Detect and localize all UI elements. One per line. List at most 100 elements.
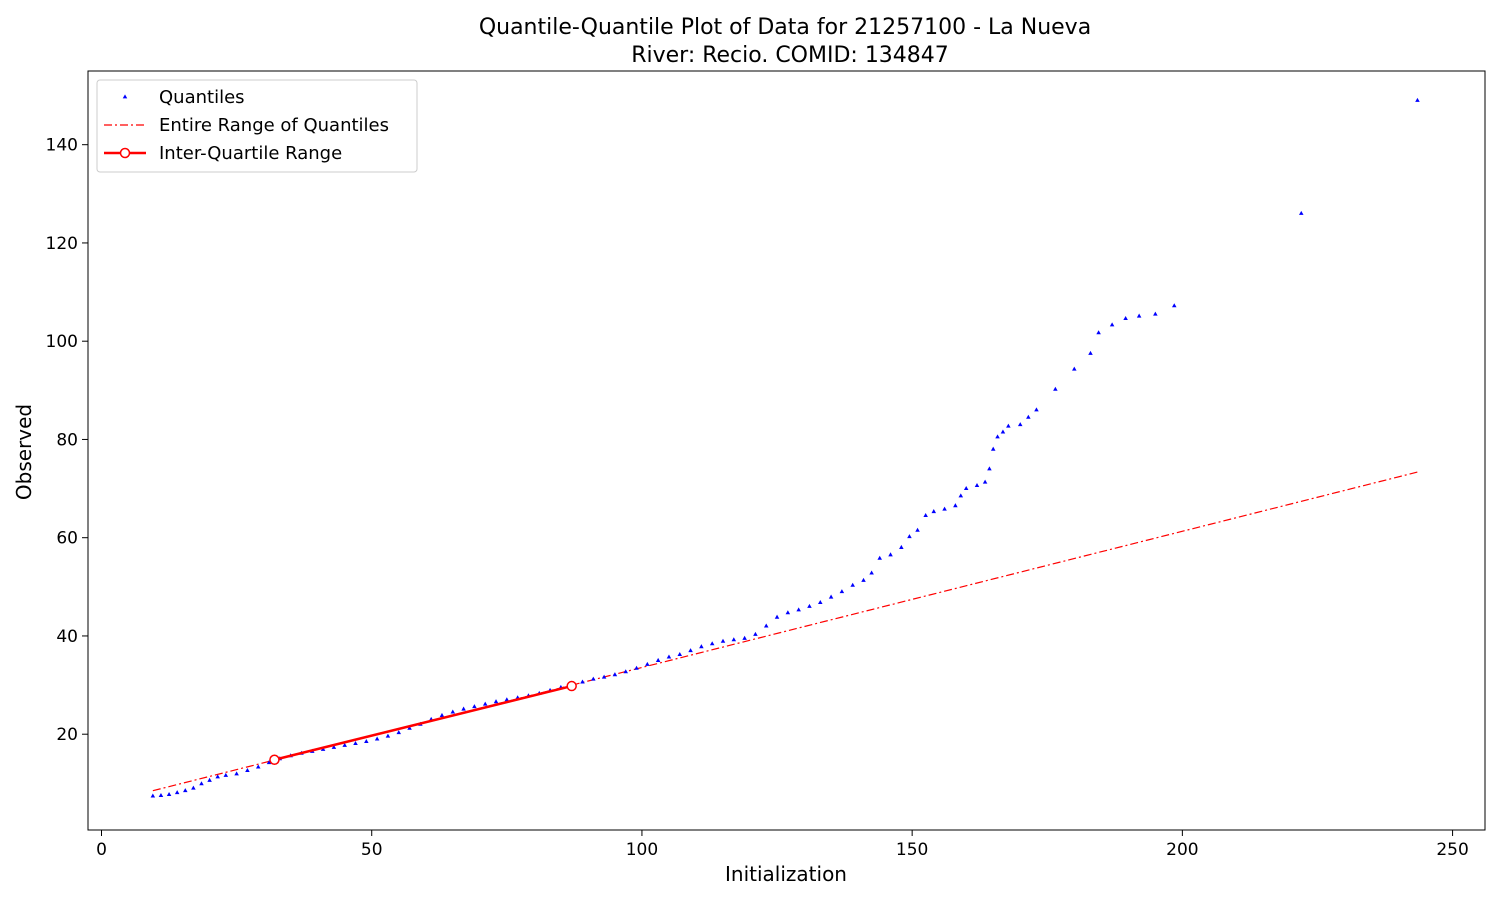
quantile-point xyxy=(828,594,834,599)
x-tick-label: 50 xyxy=(361,840,383,860)
quantile-point xyxy=(1415,97,1420,102)
quantile-point xyxy=(439,712,445,717)
quantile-point xyxy=(215,774,220,779)
quantile-point xyxy=(183,788,188,793)
quantile-point xyxy=(255,764,261,769)
plot-frame xyxy=(87,70,1486,831)
quantile-point xyxy=(601,674,607,679)
quantile-point xyxy=(1171,303,1177,308)
quantile-point xyxy=(942,506,947,511)
quantile-point xyxy=(166,792,172,797)
x-tick-label: 150 xyxy=(896,840,928,860)
quantile-point xyxy=(493,699,499,704)
quantile-point xyxy=(818,599,823,604)
quantile-point xyxy=(720,638,726,643)
quantile-point xyxy=(869,570,874,575)
quantile-point xyxy=(1000,429,1006,434)
quantile-point xyxy=(774,614,780,619)
quantile-point xyxy=(839,589,845,594)
quantile-point xyxy=(1053,386,1058,391)
quantile-point xyxy=(807,603,812,608)
quantile-point xyxy=(958,493,964,498)
quantile-point xyxy=(990,446,996,451)
quantile-point xyxy=(677,652,683,657)
quantile-point xyxy=(888,552,893,557)
quantile-point xyxy=(1017,422,1023,427)
quantile-point xyxy=(877,555,882,560)
quantile-point xyxy=(861,577,866,582)
y-tick-label: 120 xyxy=(46,234,78,254)
y-tick-label: 80 xyxy=(56,430,78,450)
quantile-point xyxy=(1096,330,1101,335)
quantile-point xyxy=(364,738,369,744)
quantile-point xyxy=(645,661,650,666)
quantile-point xyxy=(353,740,358,745)
quantile-point xyxy=(709,641,715,646)
quantile-point xyxy=(407,725,412,730)
quantile-point xyxy=(174,790,180,795)
entire-range-line xyxy=(152,470,1421,792)
legend-marker-quantiles xyxy=(122,94,128,99)
quantile-point xyxy=(591,676,596,681)
quantile-point xyxy=(374,736,380,741)
quantile-point xyxy=(331,744,337,749)
iqr-marker xyxy=(269,754,280,765)
plot-area xyxy=(150,97,1421,798)
quantile-point xyxy=(785,610,791,615)
quantile-point xyxy=(923,512,928,518)
quantile-point xyxy=(634,665,639,670)
quantile-point xyxy=(472,704,477,709)
quantile-point xyxy=(623,669,628,674)
quantile-point xyxy=(266,760,272,765)
quantile-point xyxy=(1123,315,1128,321)
x-axis-label: Initialization xyxy=(725,862,847,886)
quantile-point xyxy=(1026,414,1031,419)
quantile-point xyxy=(580,679,585,684)
quantile-point xyxy=(688,648,693,653)
quantile-point xyxy=(158,793,164,798)
quantile-point xyxy=(342,742,347,747)
x-tick-label: 250 xyxy=(1436,840,1468,860)
quantile-point xyxy=(763,623,769,628)
quantile-point xyxy=(150,793,156,798)
quantile-point xyxy=(504,697,510,702)
quantile-point xyxy=(234,771,239,776)
quantile-point xyxy=(753,631,758,636)
quantile-point xyxy=(655,657,661,662)
quantile-point xyxy=(482,701,488,706)
quantile-point xyxy=(1006,423,1011,428)
quantile-point xyxy=(207,777,212,782)
quantile-point xyxy=(1136,313,1142,318)
quantile-point xyxy=(199,781,204,786)
quantile-point xyxy=(850,582,855,587)
x-axis: 0 50 100 150 200 250 xyxy=(96,830,1469,860)
quantile-point xyxy=(245,767,250,772)
iqr-marker xyxy=(566,680,577,692)
quantile-point xyxy=(1034,407,1039,412)
legend-label-entire-range: Entire Range of Quantiles xyxy=(159,115,389,136)
quantile-point xyxy=(953,503,958,508)
quantile-point xyxy=(450,709,456,714)
quantile-point xyxy=(699,644,704,649)
y-axis-label: Observed xyxy=(12,404,36,500)
quantile-point xyxy=(742,635,747,640)
chart-title-line1: Quantile-Quantile Plot of Data for 21257… xyxy=(479,15,1091,40)
quantile-point xyxy=(1072,366,1077,371)
y-axis: 20 40 60 80 100 120 140 xyxy=(46,136,88,745)
quantile-point xyxy=(396,730,402,735)
quantile-point xyxy=(931,509,937,514)
quantile-point xyxy=(907,534,912,539)
legend-box xyxy=(96,79,418,173)
legend-label-iqr: Inter-Quartile Range xyxy=(159,143,342,164)
chart-title-line2: River: Recio. COMID: 134847 xyxy=(631,43,949,68)
quantile-point xyxy=(974,483,980,488)
quantile-point xyxy=(666,654,672,659)
x-tick-label: 100 xyxy=(626,840,658,860)
quantile-point xyxy=(982,479,988,484)
quantile-point xyxy=(987,466,992,471)
legend: Quantiles Entire Range of Quantiles Inte… xyxy=(96,79,418,173)
y-tick-label: 20 xyxy=(56,725,78,745)
legend-label-quantiles: Quantiles xyxy=(159,87,245,108)
quantile-point xyxy=(385,733,391,738)
